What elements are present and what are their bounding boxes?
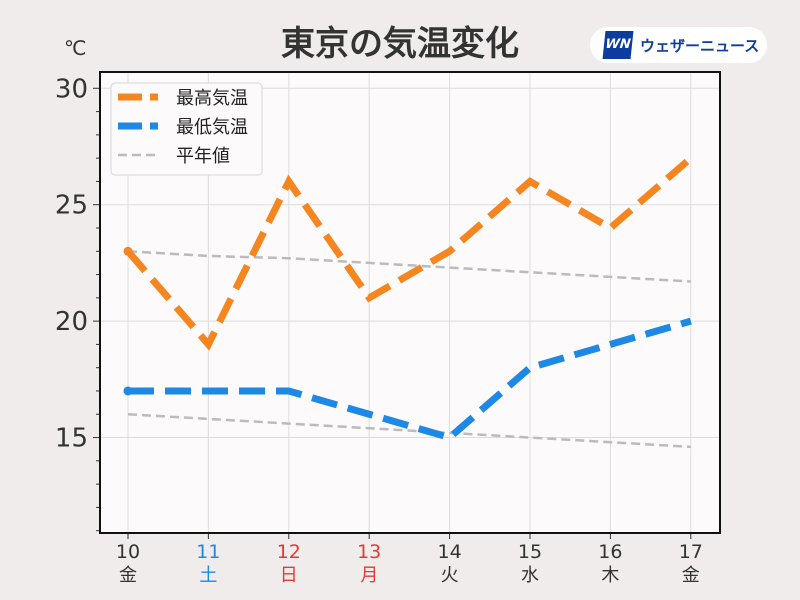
weekday-label: 日	[280, 565, 298, 586]
x-tick-label: 10	[116, 541, 140, 563]
plot-frame	[99, 71, 721, 534]
weekday-label: 金	[682, 565, 700, 586]
x-tick-label: 12	[277, 541, 301, 563]
x-tick-label: 11	[196, 541, 220, 563]
y-tick-label: 25	[55, 191, 88, 221]
series-start-point	[123, 386, 133, 396]
weekday-label: 月	[360, 565, 378, 586]
series-line-normal-low	[127, 413, 691, 449]
y-tick-label: 30	[55, 74, 88, 104]
series-line-平年値	[127, 250, 691, 283]
weekday-label: 木	[601, 565, 619, 586]
y-tick-label: 15	[55, 424, 88, 454]
x-tick-label: 14	[438, 541, 462, 563]
legend-box	[110, 82, 263, 176]
y-tick-label: 20	[55, 307, 88, 337]
weekday-label: 火	[441, 565, 459, 586]
weathernews-logo: WN ウェザーニュース	[590, 27, 767, 63]
x-tick-label: 16	[598, 541, 622, 563]
legend-label: 平年値	[176, 146, 230, 167]
legend-label: 最低気温	[176, 117, 248, 138]
x-tick-label: 15	[518, 541, 542, 563]
series-start-point	[123, 246, 133, 256]
unit-label: ℃	[64, 36, 87, 60]
legend-label: 最高気温	[176, 88, 248, 109]
weekday-label: 水	[521, 565, 539, 586]
chart-title: 東京の気温変化	[281, 24, 519, 64]
x-tick-label: 17	[679, 541, 703, 563]
weekday-label: 金	[119, 565, 137, 586]
logo-text: ウェザーニュース	[640, 37, 760, 55]
x-tick-label: 13	[357, 541, 381, 563]
series-line-最高気温	[125, 155, 694, 351]
weekday-label: 土	[199, 565, 217, 586]
series-line-最低気温	[128, 317, 692, 442]
